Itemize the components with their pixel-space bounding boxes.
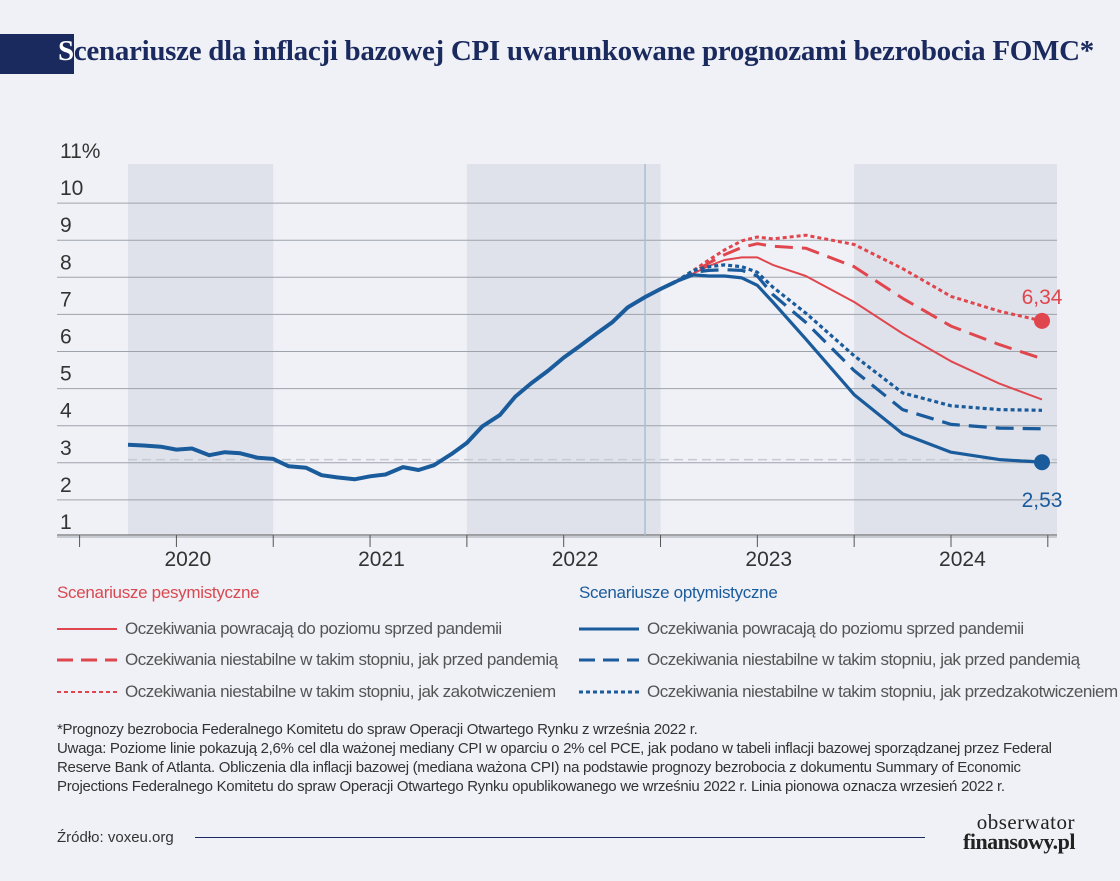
chart-area: 11% 10 9 8 7 6 5 4 3 2 1 2020 2021 2022 2023 2024 6,34 2,… <box>57 140 1063 571</box>
source-divider <box>195 837 925 838</box>
remark: Uwaga: Poziome linie pokazują 2,6% cel d… <box>57 740 1052 795</box>
y-tick-label: 1 <box>60 511 72 534</box>
logo-line2: finansowy.pl <box>963 829 1076 854</box>
footnote: *Prognozy bezrobocia Federalnego Komitet… <box>57 721 698 738</box>
logo-line1: obserwator <box>976 810 1075 834</box>
legend-heading-optimistic: Scenariusze optymistyczne <box>579 583 778 602</box>
end-value-label: 6,34 <box>1022 286 1063 309</box>
legend-label: Oczekiwania niestabilne w takim stopniu,… <box>647 682 1118 701</box>
legend-label: Oczekiwania powracają do poziomu sprzed … <box>125 619 502 638</box>
y-tick-label: 4 <box>60 400 72 423</box>
y-tick-label: 6 <box>60 326 72 349</box>
y-tick-label: 11% <box>60 140 100 163</box>
shaded-period-0 <box>128 164 274 535</box>
x-tick-label: 2024 <box>939 548 986 571</box>
chart-notes: *Prognozy bezrobocia Federalnego Komitet… <box>57 720 1087 796</box>
source-text: Źródło: voxeu.org <box>57 829 174 846</box>
y-tick-label: 8 <box>60 251 72 274</box>
legend-label: Oczekiwania niestabilne w takim stopniu,… <box>647 650 1080 669</box>
series-line-pessimistic-dashed <box>675 242 1043 361</box>
series-line-optimistic-solid <box>675 273 1043 464</box>
x-tick-label: 2022 <box>552 548 599 571</box>
legend-swatch-dashed <box>57 658 117 662</box>
title-text: cenariusze dla inflacji bazowej CPI uwar… <box>73 35 1094 67</box>
y-tick-label: 3 <box>60 437 72 460</box>
x-tick-label: 2021 <box>358 548 405 571</box>
legend-swatch-dashed <box>579 658 639 662</box>
y-tick-label: 10 <box>60 177 83 200</box>
title-accent-bar <box>0 34 74 74</box>
shaded-period-1 <box>466 164 661 535</box>
end-value-label: 2,53 <box>1022 489 1063 512</box>
x-tick-label: 2023 <box>745 548 792 571</box>
series-line-optimistic-dotted <box>675 263 1043 412</box>
historical-line <box>127 279 677 482</box>
legend-heading-pessimistic: Scenariusze pesymistyczne <box>57 583 260 602</box>
publisher-logo: obserwator finansowy.pl <box>935 810 1076 854</box>
title-first-letter: S <box>58 35 74 67</box>
legend-label: Oczekiwania niestabilne w takim stopniu,… <box>125 682 556 701</box>
legend-swatch-solid <box>579 627 639 631</box>
series-line-optimistic-dashed <box>675 268 1043 431</box>
series-line-pessimistic-dotted <box>675 233 1043 323</box>
legend-label: Oczekiwania niestabilne w takim stopniu,… <box>125 650 558 669</box>
y-tick-label: 7 <box>60 288 72 311</box>
legend-swatch-dotted <box>579 690 639 694</box>
chart-title: Scenariusze dla inflacji bazowej CPI uwa… <box>58 35 1094 68</box>
legend-swatch-solid <box>57 628 117 630</box>
y-tick-label: 9 <box>60 214 72 237</box>
legend-label: Oczekiwania powracają do poziomu sprzed … <box>647 619 1024 638</box>
end-point-marker <box>1034 312 1050 329</box>
shaded-period-2 <box>854 164 1057 535</box>
end-point-marker <box>1034 454 1050 471</box>
legend-swatch-dotted <box>57 691 117 693</box>
y-tick-label: 5 <box>60 363 72 386</box>
y-tick-label: 2 <box>60 474 72 497</box>
x-tick-label: 2020 <box>164 548 211 571</box>
